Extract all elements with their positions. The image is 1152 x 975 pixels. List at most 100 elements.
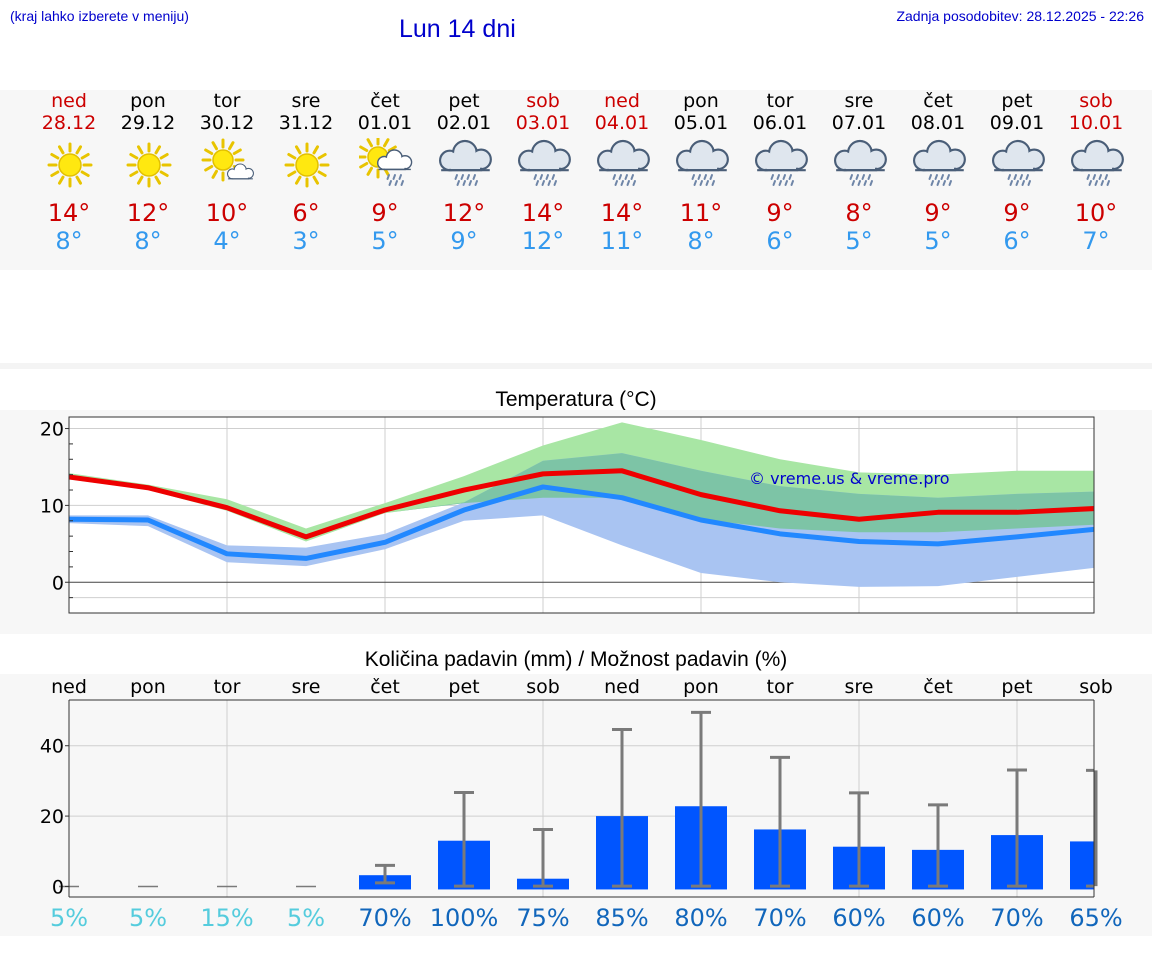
cloud-rain-icon xyxy=(518,139,571,186)
temp-min: 5° xyxy=(924,227,952,255)
precip-probability: 70% xyxy=(990,904,1043,932)
temp-min: 9° xyxy=(450,227,478,255)
temperature-plot xyxy=(69,422,1094,587)
divider xyxy=(0,363,1152,369)
rain-drops xyxy=(928,174,952,186)
cloud-rain-icon xyxy=(992,139,1045,186)
day-date: 06.01 xyxy=(752,112,808,134)
cloud-shape xyxy=(518,139,571,172)
y-tick-label: 40 xyxy=(40,736,64,758)
temp-max: 9° xyxy=(371,199,399,227)
temp-max: 10° xyxy=(1074,199,1118,227)
cloud-shape xyxy=(439,139,492,172)
day-date: 04.01 xyxy=(594,112,650,134)
precipitation-chart-title: Količina padavin (mm) / Možnost padavin … xyxy=(364,648,788,671)
precipitation-chart: ned pon tor sre čet pet sob ned pon tor sre čet pet s… xyxy=(0,674,1152,936)
day-name: sre xyxy=(844,90,874,112)
cloud-shape xyxy=(755,139,808,172)
temp-max: 14° xyxy=(600,199,644,227)
precip-probability: 100% xyxy=(430,904,499,932)
y-tick-label: 20 xyxy=(40,419,64,441)
category-label: sre xyxy=(292,676,321,698)
page-title: Lun 14 dni xyxy=(399,15,516,43)
region-hint[interactable]: (kraj lahko izberete v meniju) xyxy=(10,8,189,24)
day-date: 31.12 xyxy=(278,112,334,134)
temperature-chart-title: Temperatura (°C) xyxy=(495,388,657,411)
cloud-rain-icon xyxy=(755,139,808,186)
y-tick-label: 10 xyxy=(40,495,64,517)
day-name: pet xyxy=(448,90,480,112)
temp-min: 8° xyxy=(55,227,83,255)
day-name: sob xyxy=(1079,90,1113,112)
cloud-shape xyxy=(377,149,413,171)
category-label: sre xyxy=(845,676,874,698)
sun-cloud-icon xyxy=(201,138,254,182)
temp-max: 9° xyxy=(766,199,794,227)
temp-min: 8° xyxy=(687,227,715,255)
day-name: sob xyxy=(526,90,560,112)
precip-probability: 60% xyxy=(911,904,964,932)
day-date: 28.12 xyxy=(41,112,97,134)
category-label: čet xyxy=(370,676,400,698)
temp-max: 9° xyxy=(924,199,952,227)
last-update: Zadnja posodobitev: 28.12.2025 - 22:26 xyxy=(896,8,1144,24)
cloud-rain-icon xyxy=(913,139,966,186)
temp-min: 6° xyxy=(766,227,794,255)
day-date: 02.01 xyxy=(436,112,492,134)
category-label: ned xyxy=(604,676,640,698)
day-name: čet xyxy=(923,90,953,112)
temp-min: 3° xyxy=(292,227,320,255)
day-date: 03.01 xyxy=(515,112,571,134)
day-date: 07.01 xyxy=(831,112,887,134)
temp-min: 5° xyxy=(845,227,873,255)
temp-max: 12° xyxy=(442,199,486,227)
temp-min: 5° xyxy=(371,227,399,255)
day-date: 10.01 xyxy=(1068,112,1124,134)
day-name: ned xyxy=(604,90,640,112)
precip-probability: 65% xyxy=(1069,904,1122,932)
category-label: pet xyxy=(448,676,479,698)
temp-max: 11° xyxy=(679,199,723,227)
watermark-text: © vreme.us & vreme.pro xyxy=(749,469,950,488)
y-tick-label: 0 xyxy=(52,876,64,898)
sun-shape xyxy=(47,142,93,188)
cloud-shape xyxy=(992,139,1045,172)
plot-frame xyxy=(68,416,1095,614)
temp-max: 9° xyxy=(1003,199,1031,227)
precip-probability: 60% xyxy=(832,904,885,932)
precip-probability: 70% xyxy=(358,904,411,932)
rain-drops xyxy=(1086,174,1110,186)
rain-drops xyxy=(612,174,636,186)
cloud-rain-icon xyxy=(1071,139,1124,186)
temp-max: 10° xyxy=(205,199,249,227)
y-tick-label: 20 xyxy=(40,806,64,828)
temp-max: 8° xyxy=(845,199,873,227)
rain-drops xyxy=(533,174,557,186)
category-label: sob xyxy=(1079,676,1113,698)
daily-forecast: ned 28.12 14° 8° pon 29.12 12° 8° tor 30.12 10° 4° s… xyxy=(0,90,1152,270)
temp-min: 12° xyxy=(521,227,565,255)
category-label: čet xyxy=(923,676,953,698)
temp-max: 14° xyxy=(47,199,91,227)
precip-probability: 5% xyxy=(129,904,167,932)
sun-shape xyxy=(284,142,330,188)
rain-drops xyxy=(691,174,715,186)
chart-bg xyxy=(0,674,1152,936)
day-date: 30.12 xyxy=(199,112,255,134)
sun-icon xyxy=(47,142,93,188)
y-tick-label: 0 xyxy=(52,572,64,594)
rain-drops xyxy=(770,174,794,186)
sun-shape xyxy=(201,138,245,182)
day-name: čet xyxy=(370,90,400,112)
sun-icon xyxy=(284,142,330,188)
precip-probability: 80% xyxy=(674,904,727,932)
day-date: 29.12 xyxy=(120,112,176,134)
day-name: ned xyxy=(51,90,87,112)
cloud-shape xyxy=(676,139,729,172)
precip-probability: 85% xyxy=(595,904,648,932)
precip-probability: 5% xyxy=(287,904,325,932)
temp-max: 14° xyxy=(521,199,565,227)
day-date: 05.01 xyxy=(673,112,729,134)
temperature-chart: 0 10 20 © vreme.us & vreme.pro xyxy=(0,410,1152,634)
day-name: tor xyxy=(213,90,241,112)
